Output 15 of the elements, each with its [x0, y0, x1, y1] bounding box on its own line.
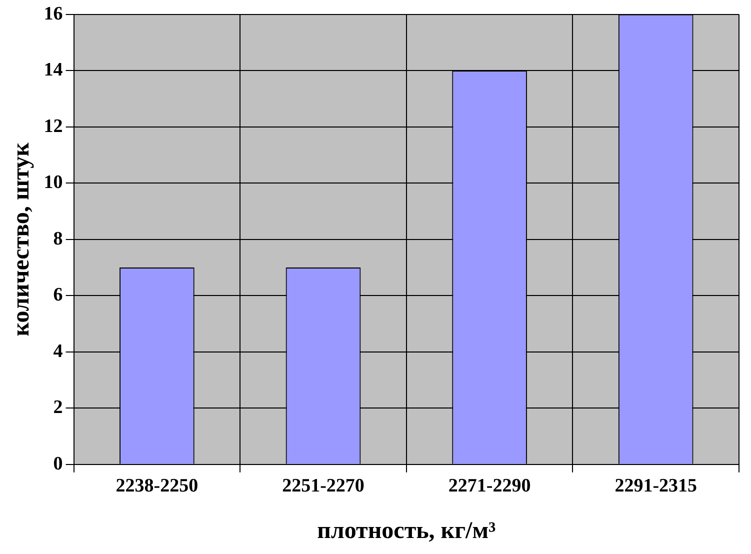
x-tick-label: 2271-2290 — [448, 476, 531, 497]
y-tick-label: 4 — [53, 340, 64, 362]
y-axis-title: количество, штук — [8, 142, 35, 336]
y-tick-label: 10 — [44, 172, 63, 194]
y-tick-label: 8 — [53, 228, 63, 250]
x-tick-label: 2251-2270 — [282, 476, 364, 497]
y-tick-label: 0 — [53, 453, 63, 474]
x-tick-label: 2291-2315 — [614, 476, 698, 497]
y-tick-label: 2 — [53, 397, 63, 418]
x-tick-label: 2238-2250 — [116, 476, 198, 497]
x-axis-title: плотность, кг/м³ — [317, 518, 496, 544]
y-tick-label: 6 — [53, 284, 63, 306]
y-tick-label: 14 — [44, 60, 64, 81]
y-tick-label: 16 — [44, 3, 63, 24]
y-tick-label: 12 — [44, 116, 63, 137]
